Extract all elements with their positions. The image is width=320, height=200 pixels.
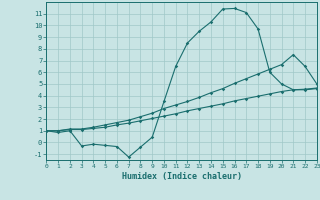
X-axis label: Humidex (Indice chaleur): Humidex (Indice chaleur) xyxy=(122,172,242,181)
